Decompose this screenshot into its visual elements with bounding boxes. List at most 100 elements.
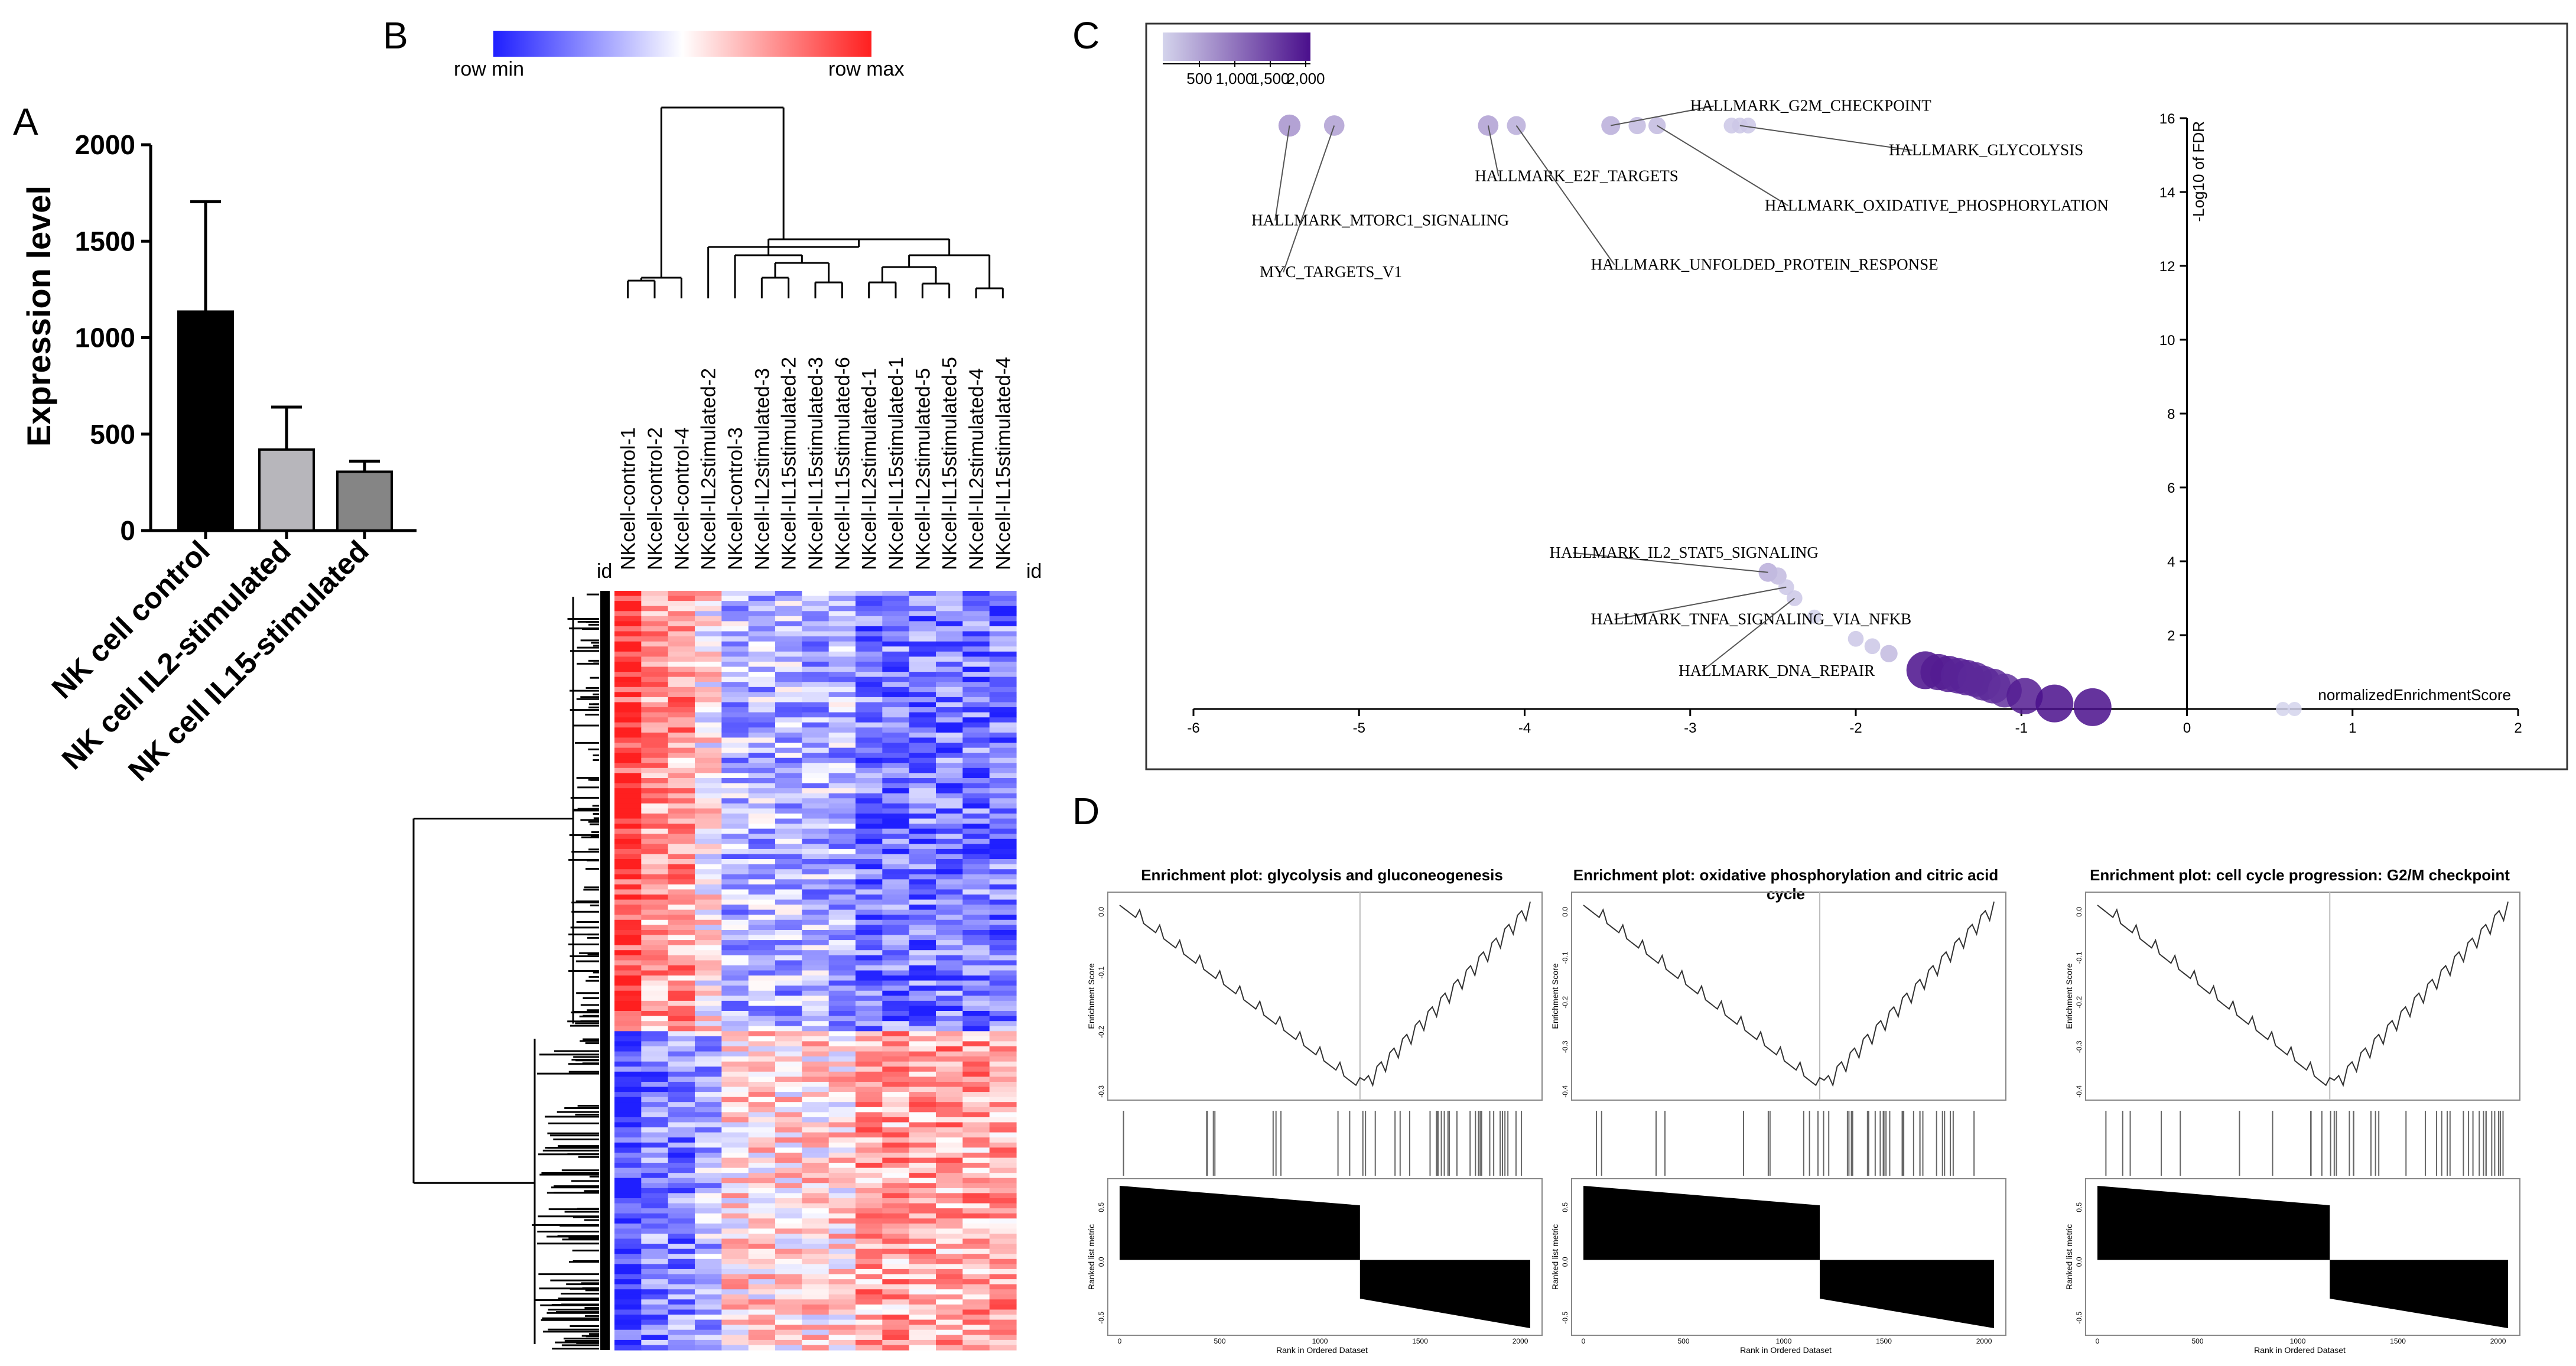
heatmap-cell <box>882 646 910 652</box>
heatmap-cell <box>962 616 990 622</box>
heatmap-cell <box>668 980 695 986</box>
heatmap-cell <box>614 773 642 779</box>
c-annotation-label: HALLMARK_TNFA_SIGNALING_VIA_NFKB <box>1591 610 1912 627</box>
heatmap-cell <box>721 808 749 814</box>
heatmap-cell <box>695 732 722 739</box>
heatmap-cell <box>802 737 830 743</box>
heatmap-cell <box>909 1178 936 1183</box>
heatmap-cell <box>614 980 642 986</box>
heatmap-cell <box>828 697 856 703</box>
heatmap-cell <box>936 975 963 981</box>
c-x-axis-label: normalizedEnrichmentScore <box>2318 686 2511 704</box>
heatmap-cell <box>721 915 749 921</box>
heatmap-cell <box>882 631 910 637</box>
gsea-es-frame <box>1571 892 2006 1101</box>
heatmap-cell <box>748 874 776 880</box>
heatmap-cell <box>962 1208 990 1214</box>
heatmap-cell <box>856 1238 883 1244</box>
heatmap-cell <box>721 1041 749 1047</box>
heatmap-cell <box>989 828 1017 834</box>
heatmap-cell <box>962 1102 990 1108</box>
heatmap-cell <box>721 1208 749 1214</box>
heatmap-cell <box>614 1289 642 1295</box>
heatmap-cell <box>856 813 883 819</box>
heatmap-cell <box>748 727 776 733</box>
heatmap-cell <box>828 1087 856 1092</box>
heatmap-cell <box>614 1264 642 1270</box>
heatmap-cell <box>828 1066 856 1072</box>
heatmap-cell <box>668 1071 695 1077</box>
heatmap-cell <box>721 1031 749 1037</box>
heatmap-cell <box>856 1000 883 1007</box>
heatmap-cell <box>641 1107 669 1113</box>
heatmap-cell <box>828 1122 856 1128</box>
heatmap-cell <box>909 1223 936 1229</box>
heatmap-cell <box>668 1284 695 1290</box>
heatmap-cell <box>775 1071 802 1077</box>
heatmap-cell <box>748 803 776 809</box>
heatmap-cell <box>909 838 936 844</box>
heatmap-cell <box>936 641 963 647</box>
heatmap-cell <box>695 651 722 657</box>
c-leader-line <box>1283 125 1335 273</box>
heatmap-cell <box>614 1082 642 1088</box>
heatmap-cell <box>828 895 856 900</box>
heatmap-cell <box>936 692 963 698</box>
heatmap-cell <box>962 824 990 830</box>
heatmap-cell <box>668 626 695 632</box>
heatmap-cell <box>748 788 776 794</box>
heatmap-cell <box>828 707 856 713</box>
heatmap-cell <box>614 1107 642 1113</box>
gsea-x-tick: 1500 <box>1412 1337 1428 1345</box>
heatmap-cell <box>695 909 722 915</box>
heatmap-cell <box>828 1244 856 1250</box>
heatmap-cell <box>989 1208 1017 1214</box>
heatmap-cell <box>775 672 802 678</box>
heatmap-cell <box>775 601 802 607</box>
heatmap-cell <box>775 1228 802 1234</box>
heatmap-cell <box>695 834 722 840</box>
heatmap-cell <box>721 1228 749 1234</box>
heatmap-cell <box>748 702 776 708</box>
heatmap-cell <box>721 1117 749 1123</box>
heatmap-cell <box>856 975 883 981</box>
heatmap-cell <box>909 813 936 819</box>
heatmap-cell <box>936 1234 963 1240</box>
heatmap-cell <box>909 848 936 855</box>
heatmap-cell <box>856 773 883 779</box>
heatmap-cell <box>695 601 722 607</box>
heatmap-cell <box>695 1167 722 1173</box>
heatmap-cell <box>989 1279 1017 1285</box>
heatmap-cell <box>614 1213 642 1219</box>
heatmap-cell <box>856 1329 883 1335</box>
heatmap-cell <box>989 1066 1017 1072</box>
heatmap-cell <box>936 1339 963 1346</box>
heatmap-cell <box>828 793 856 799</box>
heatmap-cell <box>695 1071 722 1077</box>
heatmap-cell <box>936 1163 963 1169</box>
heatmap-cell <box>856 1021 883 1027</box>
heatmap-cell <box>882 722 910 728</box>
heatmap-cell <box>989 626 1017 632</box>
heatmap-cell <box>856 869 883 875</box>
heatmap-cell <box>614 930 642 936</box>
heatmap-column-label: NKcell-IL2stimulated-5 <box>912 368 934 570</box>
heatmap-cell <box>614 1228 642 1234</box>
heatmap-cell <box>882 793 910 799</box>
heatmap-cell <box>962 1193 990 1199</box>
heatmap-cell <box>668 682 695 688</box>
heatmap-cell <box>909 707 936 713</box>
heatmap-cell <box>802 818 830 824</box>
heatmap-cell <box>775 1122 802 1128</box>
heatmap-cell <box>802 965 830 971</box>
heatmap-cell <box>802 641 830 647</box>
heatmap-cell <box>936 869 963 875</box>
heatmap-cell <box>882 848 910 855</box>
heatmap-cell <box>668 1208 695 1214</box>
a-bars <box>177 200 393 532</box>
heatmap-cell <box>614 1127 642 1133</box>
heatmap-cell <box>909 1315 936 1321</box>
heatmap-cell <box>802 672 830 678</box>
heatmap-cell <box>668 975 695 981</box>
heatmap-cell <box>909 1208 936 1214</box>
